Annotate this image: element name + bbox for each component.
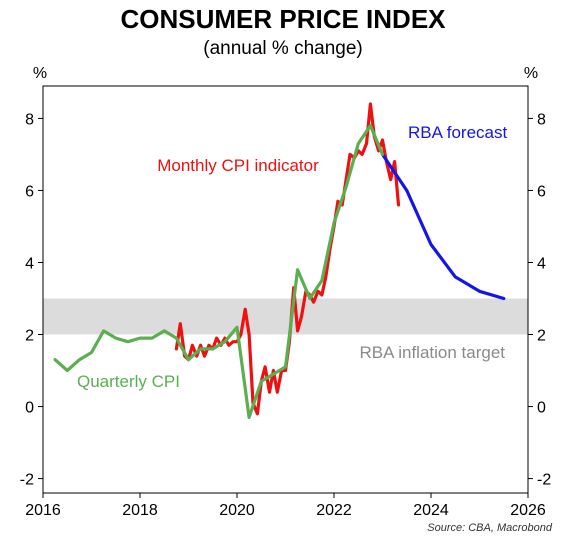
right-axis-unit: %	[524, 65, 538, 82]
x-tick-label: 2022	[316, 502, 352, 519]
x-axis: 2016 2018 2020 2022 2024 2026	[25, 493, 546, 519]
y-tick-label-right: 8	[537, 111, 546, 128]
y-tick-label-left: 0	[25, 400, 34, 417]
chart-subtitle: (annual % change)	[203, 38, 363, 59]
x-tick-label: 2016	[25, 502, 61, 519]
x-tick-label: 2026	[510, 502, 546, 519]
annotation-quarterly-cpi: Quarterly CPI	[77, 372, 180, 391]
y-tick-label-left: -2	[20, 472, 34, 489]
x-tick-label: 2020	[219, 502, 255, 519]
series-line-rba-forecast	[380, 152, 506, 301]
y-tick-label-right: 2	[537, 328, 546, 345]
annotation-inflation-target: RBA inflation target	[359, 343, 505, 362]
y-tick-label-left: 8	[25, 111, 34, 128]
annotation-rba-forecast: RBA forecast	[408, 123, 507, 142]
y-tick-label-right: 0	[537, 400, 546, 417]
y-tick-label-right: 6	[537, 183, 546, 200]
plot-lines	[53, 102, 506, 419]
target-band	[43, 298, 528, 335]
y-tick-label-right: 4	[537, 255, 546, 272]
x-tick-label: 2024	[413, 502, 449, 519]
source-note: Source: CBA, Macrobond	[427, 522, 553, 534]
left-axis-unit: %	[33, 65, 47, 82]
plot-frame	[42, 85, 529, 494]
series-line-monthly-cpi	[174, 102, 401, 416]
chart-title: CONSUMER PRICE INDEX	[120, 4, 446, 34]
y-tick-label-left: 4	[25, 255, 34, 272]
annotation-monthly-cpi: Monthly CPI indicator	[157, 156, 319, 175]
y-tick-label-left: 2	[25, 328, 34, 345]
y-tick-label-left: 6	[25, 183, 34, 200]
x-tick-label: 2018	[122, 502, 158, 519]
series-line-quarterly-cpi	[53, 123, 385, 419]
y-tick-label-right: -2	[537, 472, 551, 489]
y-axis: -2 -2 0 0 2 2 4 4 6 6 8 8	[20, 111, 552, 488]
